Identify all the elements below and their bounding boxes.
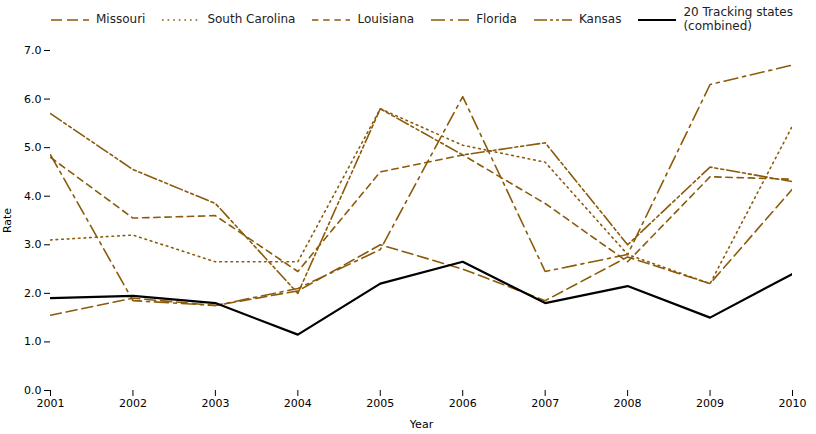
svg-text:2002: 2002 <box>119 397 147 410</box>
html-text:20 Tracking states (combined): 20 Tracking states (combined) <box>683 5 793 33</box>
svg-text:6.0: 6.0 <box>24 92 42 105</box>
svg-text:4.0: 4.0 <box>24 189 42 202</box>
svg-text:2003: 2003 <box>201 397 229 410</box>
html-text:Kansas: Kansas <box>579 11 622 26</box>
svg-text:3.0: 3.0 <box>24 238 42 251</box>
html-text:Florida: Florida <box>476 11 517 26</box>
svg-text:2004: 2004 <box>284 397 312 410</box>
svg-text:5.0: 5.0 <box>24 141 42 154</box>
svg-text:2001: 2001 <box>37 397 65 410</box>
svg-text:1.0: 1.0 <box>24 335 42 348</box>
svg-text:Rate: Rate <box>1 207 14 232</box>
svg-text:0.0: 0.0 <box>24 384 42 397</box>
svg-text:2007: 2007 <box>531 397 559 410</box>
svg-text:2010: 2010 <box>779 397 807 410</box>
svg-text:2009: 2009 <box>696 397 724 410</box>
svg-text:2.0: 2.0 <box>24 286 42 299</box>
html-text:Louisiana: Louisiana <box>357 11 415 26</box>
svg-text:7.0: 7.0 <box>24 44 42 57</box>
svg-text:2005: 2005 <box>366 397 394 410</box>
html-text:South Carolina: South Carolina <box>207 11 296 26</box>
svg-text:2008: 2008 <box>614 397 642 410</box>
svg-text:2006: 2006 <box>449 397 477 410</box>
svg-text:Year: Year <box>409 417 434 430</box>
html-text:Missouri: Missouri <box>96 11 146 26</box>
